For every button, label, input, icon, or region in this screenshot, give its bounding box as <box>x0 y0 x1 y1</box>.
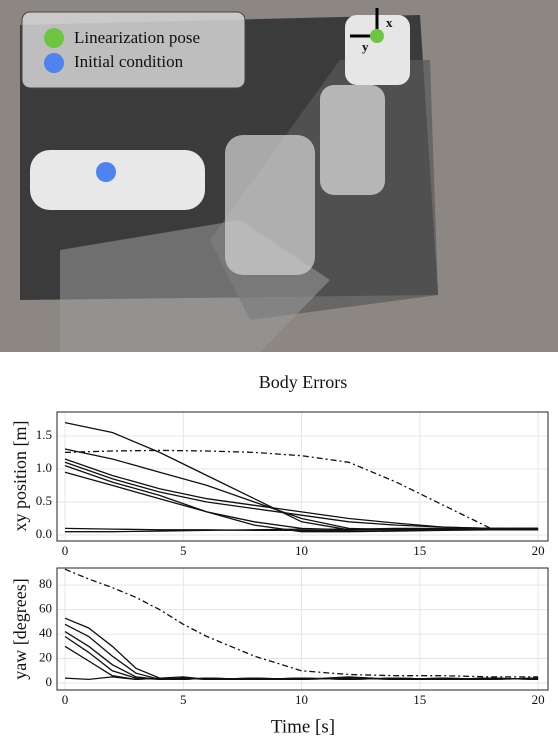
linearization-dot <box>370 29 384 43</box>
plot-frame <box>56 567 549 691</box>
x-tick-label: 20 <box>532 692 545 707</box>
series-line <box>64 568 539 678</box>
y-tick-label: 0.0 <box>36 526 52 541</box>
y-axis-label: yaw [degrees] <box>10 578 30 679</box>
x-tick-label: 15 <box>413 692 426 707</box>
y-tick-label: 1.5 <box>36 427 52 442</box>
y-tick-label: 0.5 <box>36 493 52 508</box>
plot-frame <box>56 411 549 542</box>
series-line <box>64 449 539 530</box>
y-axis-label: xy position [m] <box>10 421 30 532</box>
pose-axis-y: y <box>362 39 369 54</box>
x-tick-label: 15 <box>413 543 426 558</box>
legend-swatch <box>44 53 64 73</box>
chart-title: Body Errors <box>259 372 348 392</box>
x-tick-label: 5 <box>180 692 187 707</box>
legend-label: Linearization pose <box>74 28 200 47</box>
x-tick-label: 0 <box>62 692 69 707</box>
x-axis-label: Time [s] <box>271 716 335 737</box>
y-tick-label: 80 <box>39 576 52 591</box>
legend-label: Initial condition <box>74 52 184 71</box>
series-line <box>65 527 539 533</box>
y-tick-label: 1.0 <box>36 460 52 475</box>
y-tick-label: 60 <box>39 601 52 616</box>
series-line <box>64 676 539 681</box>
initial-dot <box>96 162 116 182</box>
y-tick-label: 20 <box>39 650 52 665</box>
series-line <box>64 461 539 530</box>
x-tick-label: 20 <box>532 543 545 558</box>
photo-legend <box>21 11 246 89</box>
series-line <box>64 527 539 532</box>
pose-axis-x: x <box>386 15 393 30</box>
legend-swatch <box>44 28 64 48</box>
y-tick-label: 40 <box>39 625 52 640</box>
x-tick-label: 0 <box>62 543 69 558</box>
y-tick-label: 0 <box>46 674 53 689</box>
photo: x y Linearization pose Initial condition <box>0 0 558 352</box>
x-tick-label: 10 <box>295 692 308 707</box>
x-tick-label: 5 <box>180 543 187 558</box>
x-tick-label: 10 <box>295 543 308 558</box>
